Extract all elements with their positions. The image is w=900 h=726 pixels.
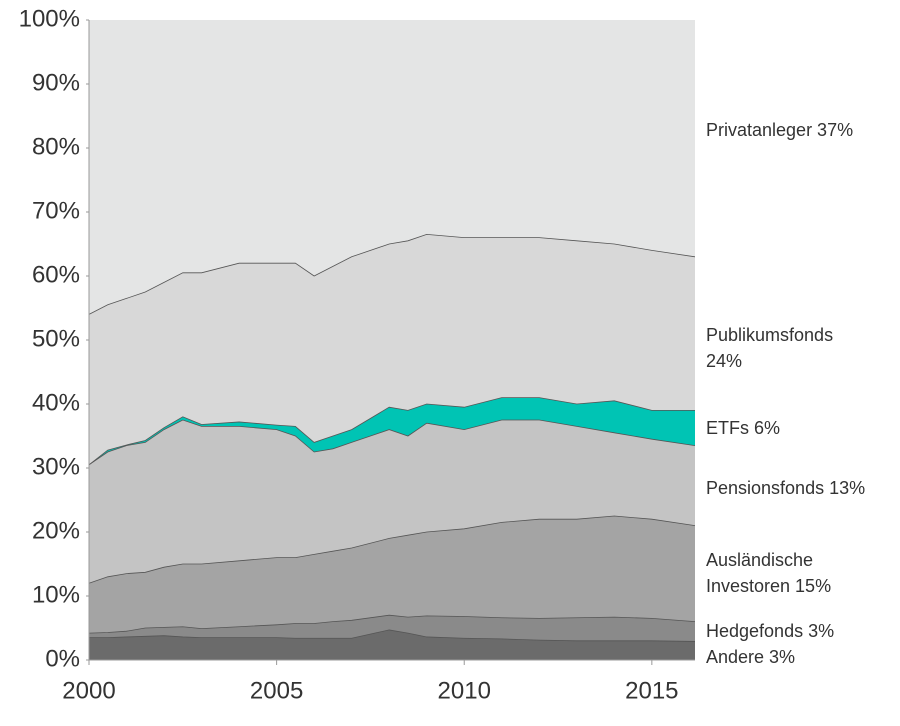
series-label: Ausländische Investoren 15% (706, 550, 832, 596)
boundary-line (89, 629, 696, 642)
series-label: Andere 3% (706, 647, 796, 667)
y-tick-label: 70% (32, 197, 80, 224)
area (89, 234, 695, 465)
y-tick-label: 10% (32, 581, 80, 608)
x-tick-label: 2015 (625, 677, 678, 704)
x-tick-label: 2005 (250, 677, 303, 704)
x-tick-label: 2000 (62, 677, 115, 704)
area (89, 516, 695, 634)
y-tick-label: 60% (32, 261, 80, 288)
y-tick-label: 50% (32, 325, 80, 352)
y-tick-label: 20% (32, 517, 80, 544)
y-tick-label: 80% (32, 133, 80, 160)
area (89, 629, 695, 660)
series-label: Hedgefonds 3% (706, 621, 835, 641)
y-tick-label: 30% (32, 453, 80, 480)
series-label: Privatanleger 37% (706, 120, 854, 140)
series-label: Publikumsfonds 24% (706, 325, 834, 371)
area (89, 20, 695, 315)
y-tick-label: 100% (19, 5, 80, 32)
boundary-line (88, 614, 696, 634)
area (89, 615, 695, 642)
area (89, 397, 695, 465)
series-label: ETFs 6% (706, 418, 781, 438)
x-tick-label: 2010 (438, 677, 491, 704)
boundary-line (88, 419, 696, 466)
area (89, 420, 695, 584)
boundary-line (88, 515, 696, 584)
boundary-line (88, 397, 695, 466)
y-tick-label: 40% (32, 389, 80, 416)
y-tick-label: 0% (45, 645, 80, 672)
series-label: Pensionsfonds 13% (706, 478, 866, 498)
boundary-line (88, 233, 696, 315)
y-tick-label: 90% (32, 69, 80, 96)
